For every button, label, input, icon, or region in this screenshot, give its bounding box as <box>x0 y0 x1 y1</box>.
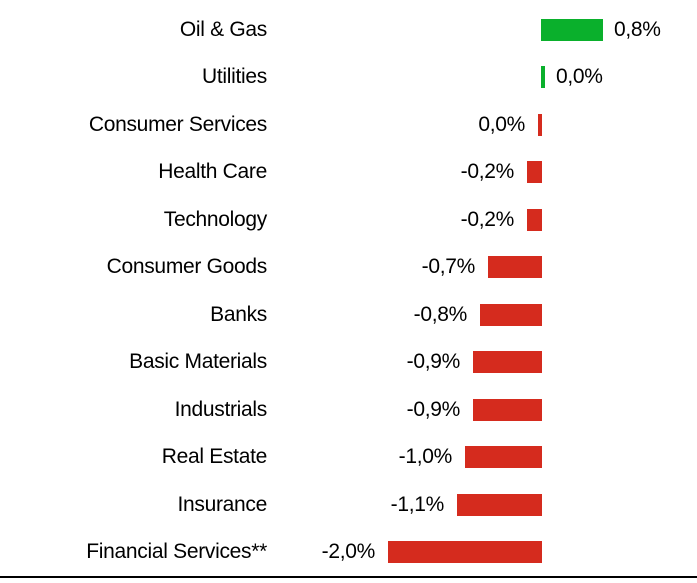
value-label: 0,8% <box>614 17 661 41</box>
chart-row: Health Care -0,2% <box>0 149 697 197</box>
value-label: -0,2% <box>460 160 515 184</box>
chart-row: Consumer Goods -0,7% <box>0 244 697 292</box>
category-label: Utilities <box>202 65 267 89</box>
value-label: -0,7% <box>421 255 476 279</box>
negative-bar <box>388 541 542 564</box>
chart-row: Consumer Services 0,0% <box>0 101 697 149</box>
category-label: Basic Materials <box>129 350 267 374</box>
negative-bar <box>480 303 542 326</box>
value-label: -1,1% <box>390 492 445 516</box>
category-label: Health Care <box>158 160 267 184</box>
value-label: -2,0% <box>321 540 376 564</box>
value-label: 0,0% <box>478 112 525 136</box>
chart-rows: Oil & Gas 0,8% Utilities 0,0% Consumer Servi… <box>0 6 697 576</box>
category-label: Consumer Goods <box>106 255 268 279</box>
negative-bar <box>465 446 542 469</box>
negative-bar <box>527 161 542 184</box>
negative-bar <box>538 113 542 136</box>
chart-row: Oil & Gas 0,8% <box>0 6 697 54</box>
category-label: Banks <box>210 302 267 326</box>
category-label: Technology <box>163 207 268 231</box>
negative-bar <box>457 493 542 516</box>
category-label: Insurance <box>177 492 267 516</box>
chart-row: Financial Services** -2,0% <box>0 529 697 577</box>
chart-row: Technology -0,2% <box>0 196 697 244</box>
value-label: -0,9% <box>406 397 461 421</box>
negative-bar <box>488 256 542 279</box>
negative-bar <box>473 351 542 374</box>
chart-row: Real Estate -1,0% <box>0 434 697 482</box>
positive-bar <box>541 66 545 89</box>
chart-row: Utilities 0,0% <box>0 54 697 102</box>
category-label: Industrials <box>174 397 268 421</box>
value-label: -0,9% <box>406 350 461 374</box>
value-label: 0,0% <box>556 65 603 89</box>
chart-row: Banks -0,8% <box>0 291 697 339</box>
negative-bar <box>527 208 542 231</box>
positive-bar <box>541 18 603 41</box>
value-label: -0,8% <box>413 302 468 326</box>
chart-row: Basic Materials -0,9% <box>0 339 697 387</box>
category-label: Oil & Gas <box>179 17 267 41</box>
chart-row: Industrials -0,9% <box>0 386 697 434</box>
category-label: Financial Services** <box>86 540 267 564</box>
value-label: -1,0% <box>398 445 453 469</box>
category-label: Real Estate <box>161 445 268 469</box>
negative-bar <box>473 398 542 421</box>
value-label: -0,2% <box>460 207 515 231</box>
chart-row: Insurance -1,1% <box>0 481 697 529</box>
bottom-axis-line <box>0 576 697 578</box>
category-label: Consumer Services <box>88 112 267 136</box>
